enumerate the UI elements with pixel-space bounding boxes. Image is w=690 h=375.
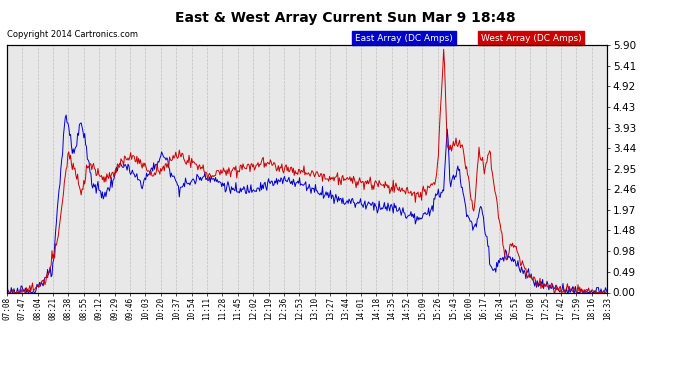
Text: Copyright 2014 Cartronics.com: Copyright 2014 Cartronics.com xyxy=(7,30,138,39)
Text: East & West Array Current Sun Mar 9 18:48: East & West Array Current Sun Mar 9 18:4… xyxy=(175,11,515,25)
Text: East Array (DC Amps): East Array (DC Amps) xyxy=(355,33,453,42)
Text: West Array (DC Amps): West Array (DC Amps) xyxy=(481,33,582,42)
